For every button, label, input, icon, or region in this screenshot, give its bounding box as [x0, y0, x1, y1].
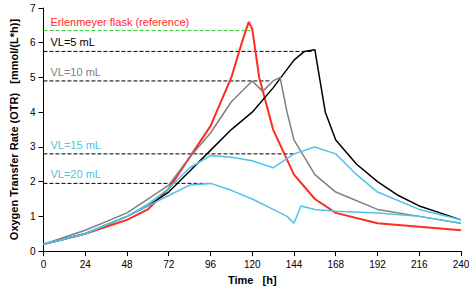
- svg-text:120: 120: [244, 259, 261, 270]
- svg-text:48: 48: [121, 259, 133, 270]
- svg-text:3: 3: [30, 141, 36, 152]
- svg-text:Time [h]: Time [h]: [228, 274, 277, 286]
- svg-text:4: 4: [30, 107, 36, 118]
- svg-text:VL=20 mL: VL=20 mL: [50, 168, 100, 180]
- svg-text:24: 24: [80, 259, 92, 270]
- svg-text:168: 168: [327, 259, 344, 270]
- svg-text:216: 216: [411, 259, 428, 270]
- svg-text:0: 0: [30, 246, 36, 257]
- svg-text:VL=15 mL: VL=15 mL: [50, 139, 100, 151]
- svg-text:VL=10 mL: VL=10 mL: [50, 66, 100, 78]
- svg-text:Erlenmeyer flask (reference): Erlenmeyer flask (reference): [50, 16, 189, 28]
- svg-text:0: 0: [41, 259, 47, 270]
- svg-text:240: 240: [453, 259, 470, 270]
- svg-text:72: 72: [163, 259, 175, 270]
- svg-text:6: 6: [30, 37, 36, 48]
- svg-text:7: 7: [30, 3, 36, 14]
- svg-text:1: 1: [30, 211, 36, 222]
- svg-text:144: 144: [286, 259, 303, 270]
- svg-text:192: 192: [369, 259, 386, 270]
- svg-text:2: 2: [30, 176, 36, 187]
- svg-text:96: 96: [205, 259, 217, 270]
- svg-text:Oxygen Transfer Rate (OTR) [: Oxygen Transfer Rate (OTR) [mmol/(L*h)]: [8, 19, 20, 241]
- svg-text:5: 5: [30, 72, 36, 83]
- svg-text:VL=5 mL: VL=5 mL: [50, 36, 94, 48]
